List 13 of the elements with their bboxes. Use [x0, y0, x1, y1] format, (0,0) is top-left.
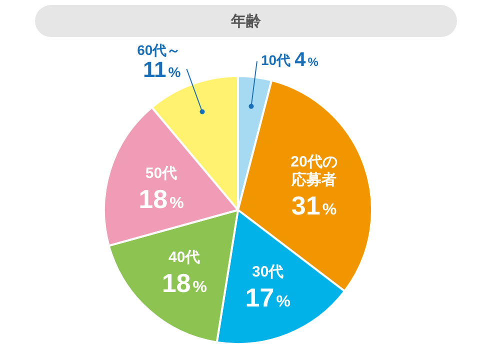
slice-label: 40代	[168, 248, 200, 266]
data-label: 17%	[245, 282, 290, 313]
chart-title: 年齢	[35, 5, 457, 37]
slice-label: 20代の応募者	[290, 154, 338, 189]
slice-label: 30代	[252, 264, 284, 281]
slice-label: 60代～	[137, 42, 181, 58]
data-label: 4%	[294, 49, 319, 72]
slice-label: 10代	[261, 52, 291, 68]
data-label: 18%	[162, 268, 207, 298]
slice-label: 50代	[145, 165, 178, 182]
data-label: 31%	[291, 190, 337, 221]
data-label: 18%	[138, 184, 184, 214]
data-label: 11%	[142, 56, 182, 82]
